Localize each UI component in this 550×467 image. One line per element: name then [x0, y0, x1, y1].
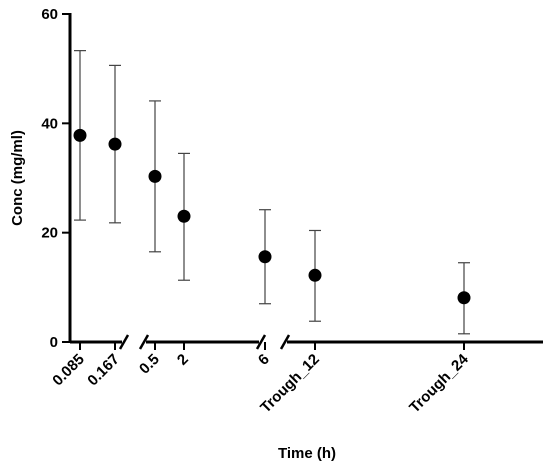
axis-break-mark	[138, 334, 150, 350]
data-marks	[73, 50, 471, 335]
data-point	[308, 268, 322, 282]
y-tick-label: 60	[41, 6, 58, 23]
axis-break-mark	[279, 334, 291, 350]
data-point	[73, 128, 87, 142]
data-point	[108, 137, 122, 151]
x-tick-label: 0.5	[136, 351, 163, 378]
x-axis-title: Time (h)	[278, 445, 336, 462]
axis-breaks	[118, 334, 291, 350]
y-tick-label: 0	[50, 334, 58, 351]
data-point	[177, 209, 191, 223]
y-tick-label: 40	[41, 115, 58, 132]
axis-break-mark	[255, 334, 267, 350]
x-tick-label: 6	[255, 351, 273, 369]
axes	[68, 13, 543, 344]
axis-break-mark	[118, 334, 130, 350]
y-ticks: 0 20 40 60	[41, 6, 70, 351]
x-tick-label: 2	[174, 351, 192, 369]
y-tick-label: 20	[41, 225, 58, 242]
data-point	[457, 291, 471, 305]
y-axis-title: Conc (mg/ml)	[9, 130, 26, 226]
x-tick-label: Trough_24	[406, 350, 472, 416]
data-point	[258, 250, 272, 264]
x-tick-label: 0.085	[49, 351, 88, 390]
data-point	[148, 169, 162, 183]
x-tick-label: 0.167	[84, 351, 123, 390]
